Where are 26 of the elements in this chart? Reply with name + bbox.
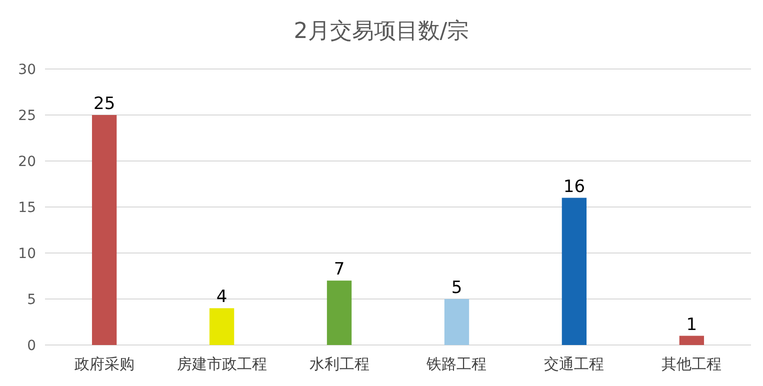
x-tick-label: 政府采购 [74,355,134,373]
data-label: 25 [94,94,116,114]
y-tick-label: 10 [18,246,36,262]
bar [444,299,470,345]
y-tick-label: 5 [27,292,36,308]
x-tick-label: 水利工程 [309,355,370,373]
x-tick-label: 铁路工程 [426,355,487,373]
chart-title: 2月交易项目数/宗 [294,19,470,44]
data-label: 5 [451,278,462,298]
bar [326,280,352,345]
y-tick-label: 25 [18,108,36,124]
bar [92,115,117,345]
bar [562,198,587,345]
bar [209,308,234,345]
y-tick-label: 15 [18,200,36,216]
x-tick-label: 房建市政工程 [176,355,267,373]
data-label: 4 [216,287,228,308]
bar [679,336,704,345]
data-label: 1 [686,314,698,335]
x-tick-label: 其他工程 [662,355,722,373]
x-tick-label: 交通工程 [544,355,604,373]
y-tick-label: 30 [18,62,36,78]
data-label: 16 [563,176,586,197]
y-tick-label: 20 [18,154,36,170]
y-tick-label: 0 [27,338,36,354]
data-label: 7 [334,260,345,280]
